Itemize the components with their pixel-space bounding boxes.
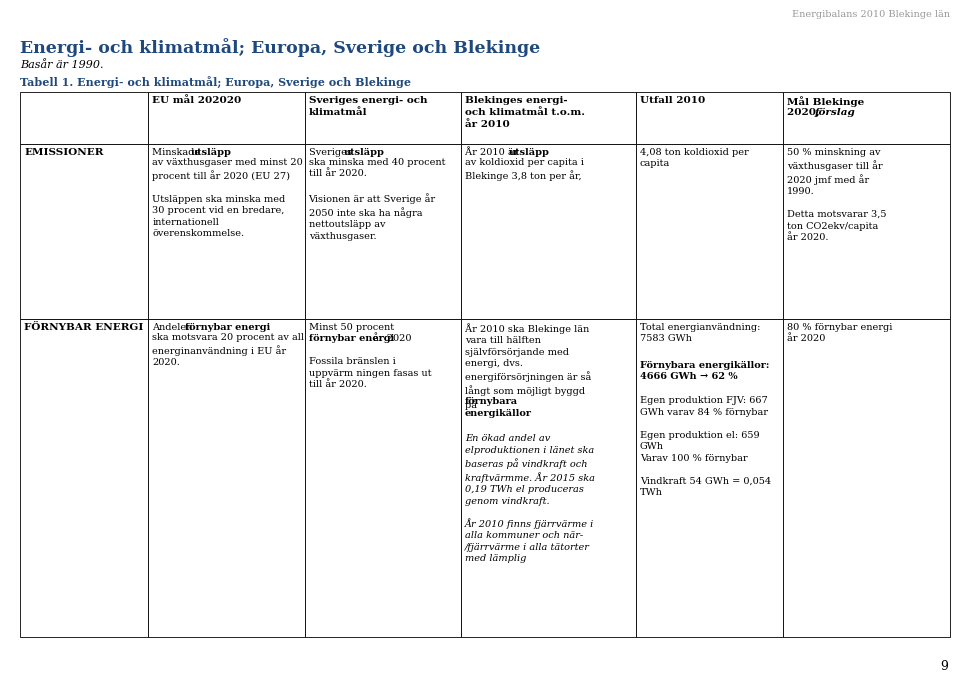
- Text: utsläpp: utsläpp: [509, 148, 550, 157]
- Text: År 2010 ska Blekinge län
vara till hälften
självförsörjande med
energi, dvs.
ene: År 2010 ska Blekinge län vara till hälft…: [465, 323, 591, 409]
- Text: 4,08 ton koldioxid per
capita: 4,08 ton koldioxid per capita: [639, 148, 749, 169]
- Text: förnybar energi: förnybar energi: [185, 323, 271, 332]
- Bar: [149, 144, 304, 319]
- Text: FÖRNYBAR ENERGI: FÖRNYBAR ENERGI: [24, 323, 143, 332]
- Text: Tabell 1. Energi- och klimatmål; Europa, Sverige och Blekinge: Tabell 1. Energi- och klimatmål; Europa,…: [20, 76, 411, 88]
- Text: 4666 GWh → 62 %: 4666 GWh → 62 %: [639, 372, 737, 381]
- Bar: [20, 144, 149, 319]
- Text: Egen produktion FJV: 667
GWh varav 84 % förnybar

Egen produktion el: 659
GWh
Va: Egen produktion FJV: 667 GWh varav 84 % …: [639, 385, 771, 497]
- Text: 80 % förnybar energi
år 2020: 80 % förnybar energi år 2020: [786, 323, 892, 343]
- Text: Mål Blekinge: Mål Blekinge: [786, 96, 864, 107]
- Text: förnybara
energikällor: förnybara energikällor: [465, 397, 532, 418]
- Text: Utfall 2010: Utfall 2010: [639, 96, 705, 105]
- Text: Blekinges energi-
och klimatmål t.o.m.
år 2010: Blekinges energi- och klimatmål t.o.m. å…: [465, 96, 585, 129]
- Text: En ökad andel av
elproduktionen i länet ska
baseras på vindkraft och
kraftvärmme: En ökad andel av elproduktionen i länet …: [465, 423, 595, 506]
- Text: av växthusgaser med minst 20
procent till år 2020 (EU 27)

Utsläppen ska minska : av växthusgaser med minst 20 procent til…: [153, 158, 303, 238]
- Text: Total energianvändning:
7583 GWh: Total energianvändning: 7583 GWh: [639, 323, 760, 343]
- Text: Förnybara energikällor:: Förnybara energikällor:: [639, 349, 769, 369]
- Bar: [461, 92, 636, 144]
- Bar: [636, 92, 782, 144]
- Bar: [304, 319, 461, 637]
- Bar: [304, 144, 461, 319]
- Text: År 2010 finns fjärrvärme i
alla kommuner och när-
/fjärrvärme i alla tätorter
me: År 2010 finns fjärrvärme i alla kommuner…: [465, 506, 594, 563]
- Text: 2020,: 2020,: [786, 108, 823, 117]
- Text: Basår är 1990.: Basår är 1990.: [20, 60, 104, 70]
- Bar: [636, 144, 782, 319]
- Bar: [304, 92, 461, 144]
- Text: utsläpp: utsläpp: [190, 148, 231, 157]
- Text: 50 % minskning av
växthusgaser till år
2020 jmf med år
1990.

Detta motsvarar 3,: 50 % minskning av växthusgaser till år 2…: [786, 148, 886, 242]
- Text: år 2020: år 2020: [370, 334, 411, 343]
- Bar: [461, 144, 636, 319]
- Text: 9: 9: [940, 660, 948, 673]
- Text: EMISSIONER: EMISSIONER: [24, 148, 104, 157]
- Bar: [782, 92, 950, 144]
- Text: Minst 50 procent: Minst 50 procent: [308, 323, 394, 332]
- Text: Andelen: Andelen: [153, 323, 196, 332]
- Text: Fossila bränslen i
uppvärm ningen fasas ut
till år 2020.: Fossila bränslen i uppvärm ningen fasas …: [308, 346, 431, 389]
- Text: förnybar energi: förnybar energi: [308, 334, 394, 343]
- Bar: [461, 319, 636, 637]
- Text: ska motsvara 20 procent av all
energinanvändning i EU år
2020.: ska motsvara 20 procent av all energinan…: [153, 333, 304, 367]
- Text: Sveriges energi- och
klimatmål: Sveriges energi- och klimatmål: [308, 96, 427, 117]
- Text: Minskade: Minskade: [153, 148, 204, 157]
- Text: utsläpp: utsläpp: [344, 148, 384, 157]
- Bar: [782, 319, 950, 637]
- Bar: [20, 92, 149, 144]
- Bar: [20, 319, 149, 637]
- Text: EU mål 202020: EU mål 202020: [153, 96, 242, 105]
- Text: Energi- och klimatmål; Europa, Sverige och Blekinge: Energi- och klimatmål; Europa, Sverige o…: [20, 38, 540, 57]
- Text: av koldioxid per capita i
Blekinge 3,8 ton per år,: av koldioxid per capita i Blekinge 3,8 t…: [465, 158, 584, 181]
- Text: ska minska med 40 procent
till år 2020.

Visionen är att Sverige år
2050 inte sk: ska minska med 40 procent till år 2020. …: [308, 158, 445, 241]
- Bar: [782, 144, 950, 319]
- Text: Sveriges: Sveriges: [308, 148, 354, 157]
- Bar: [149, 319, 304, 637]
- Bar: [149, 92, 304, 144]
- Text: År 2010 är: År 2010 är: [465, 148, 521, 157]
- Text: förslag: förslag: [815, 108, 855, 117]
- Text: Energibalans 2010 Blekinge län: Energibalans 2010 Blekinge län: [792, 10, 950, 19]
- Bar: [636, 319, 782, 637]
